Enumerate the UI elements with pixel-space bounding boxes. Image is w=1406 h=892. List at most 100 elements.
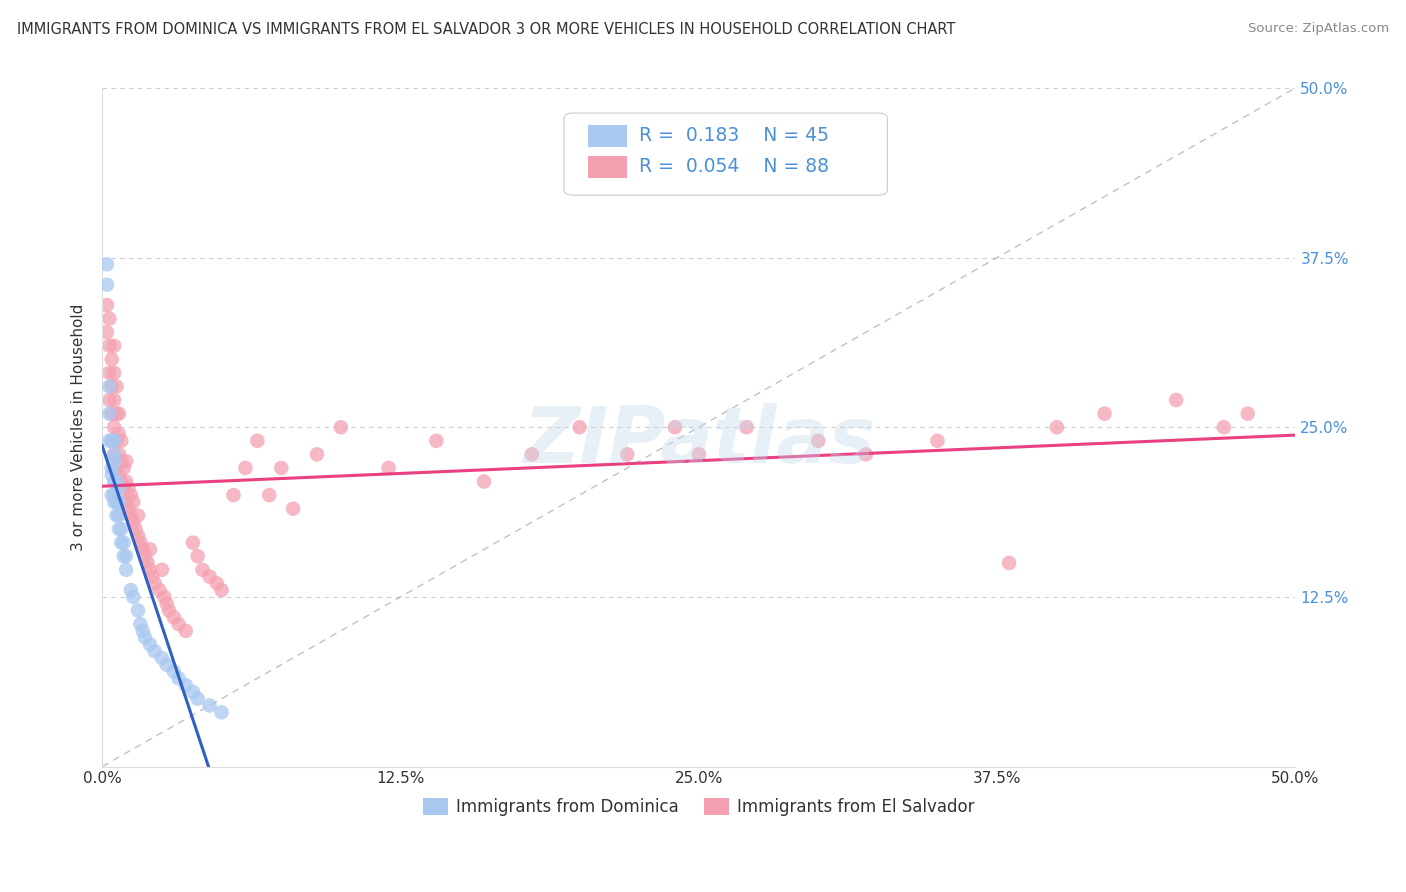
Point (270, 461, 292, 475)
Point (122, 590, 145, 604)
Point (122, 515, 145, 529)
Point (148, 583, 170, 598)
Point (139, 637, 162, 651)
Point (163, 665, 186, 679)
Point (198, 569, 221, 583)
Point (110, 535, 132, 549)
Point (105, 379, 128, 393)
Point (281, 501, 304, 516)
Point (222, 488, 245, 502)
Point (98, 379, 121, 393)
Point (98, 339, 121, 353)
Point (120, 488, 142, 502)
Point (129, 535, 152, 549)
Point (136, 556, 159, 570)
Point (174, 678, 197, 692)
Point (108, 447, 131, 461)
Point (110, 522, 132, 536)
Point (115, 454, 138, 468)
Point (127, 603, 149, 617)
Point (108, 495, 131, 509)
Text: ZIPatlas: ZIPatlas (523, 403, 875, 479)
Point (108, 508, 131, 523)
Point (100, 467, 122, 482)
Point (103, 339, 125, 353)
Point (100, 488, 122, 502)
Point (108, 522, 131, 536)
Point (105, 461, 128, 475)
Point (98, 393, 121, 408)
Text: Source: ZipAtlas.com: Source: ZipAtlas.com (1249, 22, 1389, 36)
Point (927, 434, 949, 448)
Point (735, 420, 758, 434)
Point (211, 583, 233, 598)
Point (112, 481, 135, 495)
Point (115, 563, 138, 577)
Point (132, 624, 155, 638)
Point (108, 481, 131, 495)
Point (98, 366, 121, 380)
Point (98, 407, 121, 421)
Point (205, 576, 228, 591)
Point (305, 447, 328, 461)
Point (108, 407, 131, 421)
FancyBboxPatch shape (588, 156, 627, 178)
Point (100, 407, 122, 421)
Point (124, 522, 146, 536)
Point (96, 298, 118, 312)
Point (105, 495, 128, 509)
Point (115, 495, 138, 509)
Point (110, 454, 132, 468)
Text: R =  0.054    N = 88: R = 0.054 N = 88 (640, 158, 830, 177)
Point (103, 488, 125, 502)
Point (103, 420, 125, 434)
Point (198, 698, 221, 713)
Point (127, 508, 149, 523)
Point (100, 379, 122, 393)
Point (855, 447, 877, 461)
Point (105, 407, 128, 421)
Point (141, 569, 163, 583)
Point (157, 603, 180, 617)
Point (235, 461, 257, 475)
Point (377, 461, 399, 475)
Point (664, 420, 686, 434)
Point (181, 685, 204, 699)
Point (103, 366, 125, 380)
Point (1212, 420, 1234, 434)
FancyBboxPatch shape (588, 125, 627, 147)
Point (167, 671, 190, 685)
Point (115, 475, 138, 489)
Point (568, 420, 591, 434)
Point (191, 563, 214, 577)
Point (108, 427, 131, 442)
FancyBboxPatch shape (564, 113, 887, 195)
Point (105, 475, 128, 489)
Point (1166, 393, 1188, 408)
Point (187, 549, 209, 564)
Point (103, 475, 125, 489)
Point (100, 461, 122, 475)
Point (150, 651, 173, 665)
Point (187, 691, 209, 706)
Point (100, 434, 122, 448)
Point (688, 447, 710, 461)
Point (139, 542, 162, 557)
Text: R =  0.183    N = 45: R = 0.183 N = 45 (640, 127, 830, 145)
Point (103, 434, 125, 448)
Point (103, 495, 125, 509)
Point (153, 590, 176, 604)
Point (143, 576, 166, 591)
Point (96, 325, 118, 339)
Legend: Immigrants from Dominica, Immigrants from El Salvador: Immigrants from Dominica, Immigrants fro… (416, 791, 981, 822)
Point (132, 542, 155, 557)
Text: IMMIGRANTS FROM DOMINICA VS IMMIGRANTS FROM EL SALVADOR 3 OR MORE VEHICLES IN HO: IMMIGRANTS FROM DOMINICA VS IMMIGRANTS F… (17, 22, 955, 37)
Point (112, 535, 135, 549)
Point (108, 467, 131, 482)
Point (1094, 407, 1116, 421)
Point (112, 549, 135, 564)
Point (98, 434, 121, 448)
Point (150, 563, 173, 577)
Point (163, 610, 186, 624)
Point (110, 475, 132, 489)
